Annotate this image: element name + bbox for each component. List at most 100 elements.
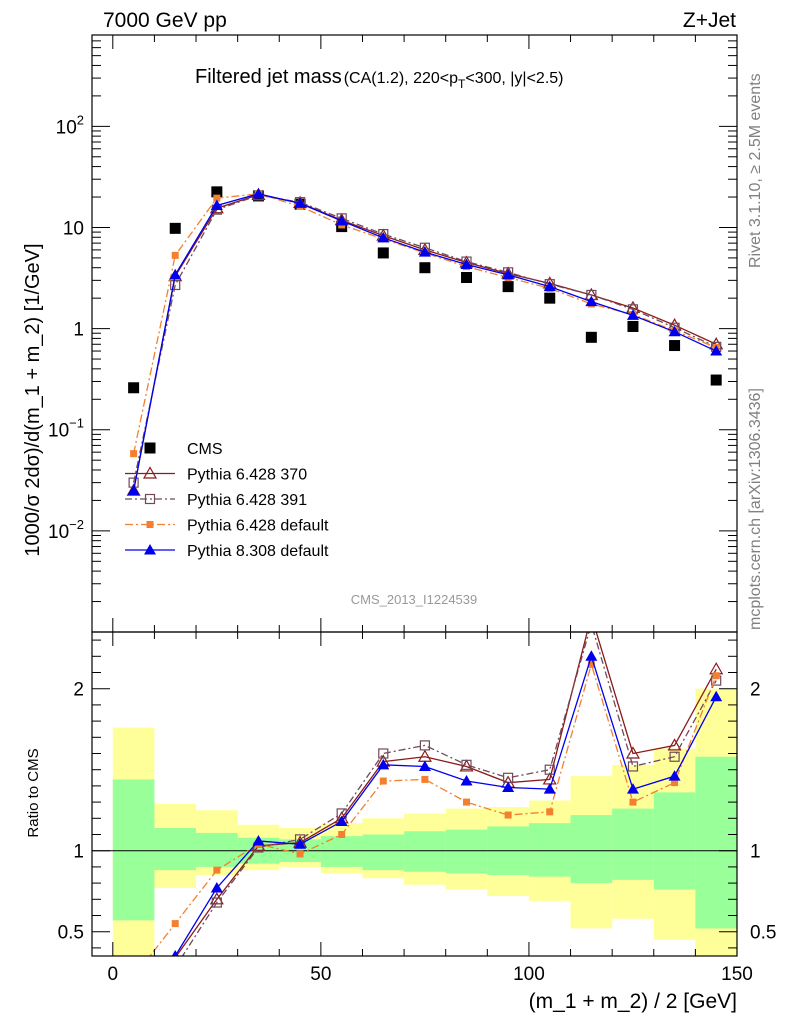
point-p6_391 <box>587 619 596 628</box>
point-p8_default <box>502 781 515 793</box>
point-data <box>377 247 389 259</box>
point-p8_default <box>710 345 723 356</box>
y-tick-label: 102 <box>56 112 84 138</box>
legend-marker-p6_default <box>146 521 154 528</box>
point-p8_default <box>543 280 556 292</box>
point-p8_default <box>335 815 348 827</box>
point-p8_default <box>502 268 515 280</box>
point-p6_default <box>504 811 512 819</box>
point-data <box>544 292 556 304</box>
series-line-p6_391 <box>181 632 717 956</box>
ratio-y-tick-label-right: 0.5 <box>750 923 776 944</box>
point-p6_391 <box>378 748 389 759</box>
point-p8_default <box>418 760 431 771</box>
y-tick-label: 10 <box>63 218 84 239</box>
point-p8_default <box>169 268 182 280</box>
point-p8_default <box>252 834 265 846</box>
legend-label-data: CMS <box>187 441 223 458</box>
point-p8_default <box>127 484 140 496</box>
ratio-panel-series <box>128 610 724 1002</box>
stat-uncertainty-band <box>612 808 654 880</box>
point-p6_default <box>171 920 179 928</box>
stat-uncertainty-band <box>570 815 613 884</box>
point-p8_default <box>543 783 556 794</box>
legend: CMS Pythia 6.428 370 Pythia 6.428 391 Pythi… <box>125 441 329 560</box>
ratio-y-tick-label: 1 <box>73 842 84 863</box>
energy-label: 7000 GeV pp <box>103 9 227 32</box>
legend-label-p8_default: Pythia 8.308 default <box>187 543 329 560</box>
point-p6_default <box>587 660 595 668</box>
point-p8_default <box>668 325 681 337</box>
point-p8_default <box>171 950 179 956</box>
point-data <box>169 222 181 234</box>
point-p8_default <box>128 991 140 1002</box>
main-y-axis-title: 1000/σ 2dσ)/d(m_1 + m_2) [1/GeV] <box>22 243 44 556</box>
point-data <box>461 272 473 284</box>
point-data <box>502 281 514 293</box>
point-data <box>627 320 639 332</box>
legend-label-p6_default: Pythia 6.428 default <box>187 518 329 535</box>
stat-uncertainty-band <box>445 829 488 874</box>
axis-ticks <box>92 34 738 956</box>
point-p6_default <box>379 777 387 785</box>
point-p8_default <box>294 197 307 208</box>
point-p8_default <box>377 231 390 243</box>
series-line-p6_370 <box>175 632 717 956</box>
point-p8_default <box>668 770 681 781</box>
series-line-p6_391 <box>132 194 717 483</box>
stat-uncertainty-band <box>404 831 446 872</box>
point-p8_default <box>626 309 639 320</box>
series-line-p6_default <box>149 662 717 956</box>
point-p8_default <box>210 881 223 893</box>
point-p6_default <box>171 251 179 259</box>
ratio-panel-frame <box>91 631 738 957</box>
legend-label-p6_391: Pythia 6.428 391 <box>187 492 307 509</box>
point-p6_default <box>130 974 137 981</box>
x-axis-title: (m_1 + m_2) / 2 [GeV] <box>529 990 737 1013</box>
point-p6_391 <box>171 963 180 972</box>
ratio-y-tick-label: 2 <box>73 680 84 701</box>
y-tick-label: 1 <box>73 320 84 341</box>
stat-uncertainty-band <box>196 832 238 867</box>
ratio-y-axis-title: Ratio to CMS <box>25 748 42 837</box>
point-p6_391 <box>627 761 639 772</box>
point-p6_default <box>421 775 429 783</box>
stat-uncertainty-band <box>112 779 155 921</box>
y-tick-label: 10−2 <box>48 517 84 543</box>
process-label: Z+Jet <box>682 9 736 32</box>
axis-tick-labels: 0 50 100 150 10−2 10−1 1 10 102 0.5 0.5 1 1 2 2 <box>48 112 776 985</box>
point-p6_391 <box>129 989 138 998</box>
point-p6_370 <box>585 610 597 621</box>
point-p6_default <box>213 866 221 874</box>
ratio-y-tick-label-right: 2 <box>750 680 761 701</box>
point-p6_default <box>671 779 679 787</box>
point-p8_default <box>460 258 473 270</box>
ratio-y-tick-label: 0.5 <box>58 923 84 944</box>
legend-marker-p6_370 <box>142 466 158 479</box>
stat-uncertainty-band <box>653 792 696 890</box>
point-p8_default <box>460 775 473 786</box>
point-p6_default <box>629 798 637 806</box>
point-data <box>211 186 223 198</box>
legend-marker-p6_391 <box>144 493 156 505</box>
stat-uncertainty-band <box>154 828 197 871</box>
x-tick-label: 100 <box>513 964 545 985</box>
point-p6_default <box>463 798 471 806</box>
point-p8_default <box>294 838 307 849</box>
plot-title: Filtered jet mass (CA(1.2), 220<pT<300, |… <box>195 66 564 91</box>
point-p6_391 <box>211 897 222 908</box>
point-p8_default <box>252 187 265 199</box>
point-p8_default <box>377 758 390 770</box>
point-p6_370 <box>709 662 724 675</box>
point-p8_default <box>710 690 723 702</box>
point-p8_default <box>585 650 598 661</box>
point-p6_391 <box>419 740 431 751</box>
point-p8_default <box>626 783 639 794</box>
ratio-y-tick-label-right: 1 <box>750 842 761 863</box>
x-tick-label: 0 <box>108 964 119 985</box>
point-p6_default <box>213 194 221 202</box>
analysis-id-label: CMS_2013_I1224539 <box>351 592 478 607</box>
point-p6_391 <box>669 751 680 762</box>
y-tick-label: 10−1 <box>48 416 84 442</box>
